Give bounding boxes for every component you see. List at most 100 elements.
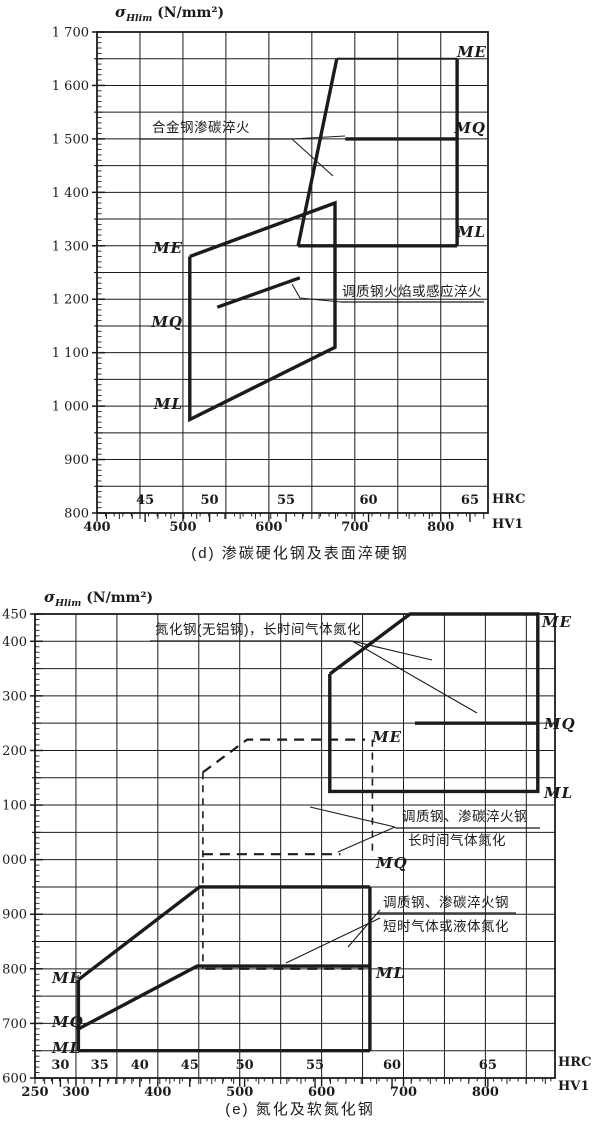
svg-text:1 700: 1 700 xyxy=(52,26,89,41)
svg-text:1 400: 1 400 xyxy=(52,186,89,201)
svg-text:HV1: HV1 xyxy=(492,517,523,532)
svg-text:ML: ML xyxy=(456,223,486,241)
svg-text:40: 40 xyxy=(131,1058,149,1073)
svg-text:ML: ML xyxy=(375,964,405,982)
svg-text:400: 400 xyxy=(83,520,110,535)
svg-text:50: 50 xyxy=(201,493,219,508)
svg-text:45: 45 xyxy=(181,1058,199,1073)
svg-text:500: 500 xyxy=(169,520,196,535)
svg-text:400: 400 xyxy=(144,1085,171,1100)
leader-line xyxy=(351,640,478,714)
svg-text:500: 500 xyxy=(226,1085,253,1100)
leader-line xyxy=(285,917,381,964)
svg-text:1 000: 1 000 xyxy=(0,853,27,868)
plot-frame xyxy=(34,613,556,1079)
svg-text:MQ: MQ xyxy=(51,1013,84,1031)
svg-text:700: 700 xyxy=(2,1017,27,1032)
series-flame-induction-MQ xyxy=(216,276,301,309)
svg-text:1 300: 1 300 xyxy=(52,239,89,254)
chart-e: 1 450 1 400 1 300 1 200 1 100 1 000 900 800 700 6… xyxy=(0,608,591,1101)
svg-text:45: 45 xyxy=(136,493,154,508)
svg-text:MQ: MQ xyxy=(453,119,486,137)
caption-chart-d: (d) 渗碳硬化钢及表面淬硬钢 xyxy=(191,545,409,562)
svg-text:MQ: MQ xyxy=(375,854,408,872)
y-axis-title-chart-e: σHlim (N/mm²) xyxy=(44,588,154,609)
svg-text:600: 600 xyxy=(2,1072,27,1087)
grid-e xyxy=(35,614,555,1078)
svg-text:65: 65 xyxy=(479,1058,497,1073)
svg-text:长时间气体氮化: 长时间气体氮化 xyxy=(408,833,506,848)
svg-text:ML: ML xyxy=(153,395,183,413)
svg-text:1 200: 1 200 xyxy=(0,744,27,759)
svg-text:调质钢、渗碳淬火钢: 调质钢、渗碳淬火钢 xyxy=(402,809,528,824)
svg-text:600: 600 xyxy=(255,520,282,535)
leader-line xyxy=(347,909,381,948)
series-flame-induction-region xyxy=(188,200,337,423)
svg-text:ML: ML xyxy=(51,1039,81,1057)
svg-text:HRC: HRC xyxy=(492,492,525,507)
svg-text:MQ: MQ xyxy=(543,715,576,733)
svg-text:ME: ME xyxy=(152,239,183,257)
svg-text:250: 250 xyxy=(21,1085,48,1100)
svg-text:300: 300 xyxy=(62,1085,89,1100)
svg-text:55: 55 xyxy=(306,1058,324,1073)
svg-text:65: 65 xyxy=(461,493,479,508)
series-carburized-alloy-ME-rise xyxy=(296,58,339,247)
caption-chart-e: (e) 氮化及软氮化钢 xyxy=(225,1101,375,1118)
leader-line xyxy=(337,826,396,853)
svg-text:ME: ME xyxy=(371,728,402,746)
leader-line xyxy=(291,283,342,303)
svg-text:60: 60 xyxy=(383,1058,401,1073)
svg-text:短时气体或液体氮化: 短时气体或液体氮化 xyxy=(383,919,509,934)
leader-line xyxy=(309,806,396,828)
y-axis-title-chart-d: σHlim (N/mm²) xyxy=(115,3,225,24)
svg-text:900: 900 xyxy=(64,453,89,468)
svg-text:50: 50 xyxy=(236,1058,254,1073)
grid-d xyxy=(97,32,488,513)
svg-text:900: 900 xyxy=(2,908,27,923)
svg-text:HV1: HV1 xyxy=(558,1079,589,1094)
svg-text:1 000: 1 000 xyxy=(52,400,89,415)
svg-text:35: 35 xyxy=(91,1058,109,1073)
sigma-symbol: σ xyxy=(44,588,56,606)
svg-text:1 400: 1 400 xyxy=(0,635,27,650)
svg-text:30: 30 xyxy=(51,1058,69,1073)
svg-text:ME: ME xyxy=(541,613,572,631)
svg-text:60: 60 xyxy=(360,493,378,508)
svg-text:1 100: 1 100 xyxy=(52,346,89,361)
series-nitriding-steel-region xyxy=(328,612,540,794)
svg-text:调质钢、渗碳淬火钢: 调质钢、渗碳淬火钢 xyxy=(383,895,509,910)
svg-text:氮化钢(无铝钢)，长时间气体氮化: 氮化钢(无铝钢)，长时间气体氮化 xyxy=(155,622,361,637)
chart-d: 1 700 1 600 1 500 1 400 1 300 1 200 1 100 1 000… xyxy=(52,26,526,536)
svg-text:1 600: 1 600 xyxy=(52,79,89,94)
svg-text:ME: ME xyxy=(51,969,82,987)
svg-text:调质钢火焰或感应淬火: 调质钢火焰或感应淬火 xyxy=(342,283,482,299)
svg-text:MQ: MQ xyxy=(150,313,183,331)
svg-text:ML: ML xyxy=(543,784,573,802)
svg-text:ME: ME xyxy=(456,43,487,61)
series-short-nitrided-MQ xyxy=(77,964,370,1031)
svg-text:合金钢渗碳淬火: 合金钢渗碳淬火 xyxy=(152,120,250,135)
svg-text:600: 600 xyxy=(308,1085,335,1100)
svg-text:800: 800 xyxy=(472,1085,499,1100)
svg-text:700: 700 xyxy=(390,1085,417,1100)
svg-text:1 450: 1 450 xyxy=(0,608,27,623)
svg-text:800: 800 xyxy=(427,520,454,535)
svg-text:700: 700 xyxy=(341,520,368,535)
svg-text:800: 800 xyxy=(64,507,89,522)
sigma-symbol: σ xyxy=(115,3,127,21)
svg-text:1 200: 1 200 xyxy=(52,293,89,308)
leader-line xyxy=(291,135,346,140)
svg-text:HRC: HRC xyxy=(558,1055,591,1070)
svg-text:55: 55 xyxy=(277,493,295,508)
svg-text:800: 800 xyxy=(2,962,27,977)
leader-line xyxy=(351,640,433,661)
svg-text:1 500: 1 500 xyxy=(52,132,89,147)
svg-text:1 300: 1 300 xyxy=(0,689,27,704)
leader-line xyxy=(291,138,334,177)
svg-text:1 100: 1 100 xyxy=(0,799,27,814)
series-long-gas-nitrided-ME xyxy=(202,738,365,774)
series-short-nitrided-ME xyxy=(77,885,370,982)
